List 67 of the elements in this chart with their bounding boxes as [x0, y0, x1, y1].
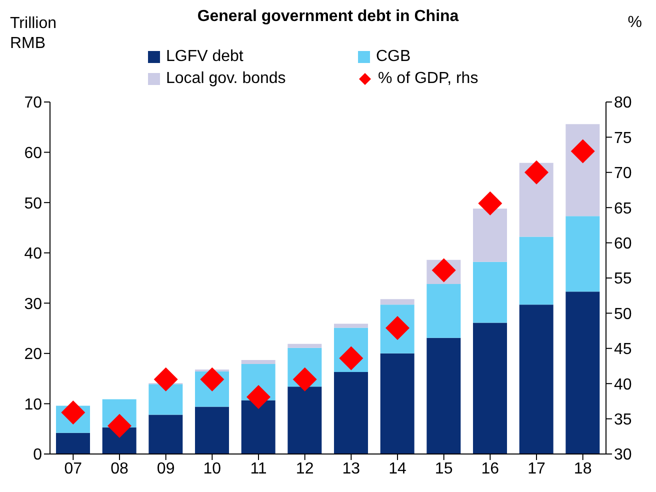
point: [570, 139, 595, 164]
y2-tick-label: 80: [614, 94, 632, 112]
bar: [148, 414, 183, 454]
y-tick-label: 40: [24, 246, 42, 263]
x-tick-label: 15: [434, 460, 453, 478]
y-tick-label: 30: [24, 296, 42, 313]
legend-label: CGB: [376, 48, 411, 66]
bar: [519, 304, 554, 454]
y-tick-label: 60: [24, 144, 42, 162]
legend-label: Local gov. bonds: [166, 70, 286, 88]
y2-tick-label: 70: [614, 165, 632, 182]
point: [432, 258, 456, 282]
y-tick-label: 20: [24, 346, 42, 364]
x-tick-label: 14: [388, 460, 406, 478]
y-tick-label: 50: [24, 195, 42, 212]
bar: [241, 400, 276, 454]
bar: [426, 338, 461, 454]
y-tick-label: 0: [33, 446, 42, 464]
bar: [56, 432, 90, 454]
y2-tick-label: 30: [614, 446, 632, 464]
y2-tick-label: 60: [614, 235, 632, 252]
y2-tick-label: 45: [614, 341, 632, 358]
bar: [566, 292, 600, 454]
y-tick-label: 10: [24, 396, 42, 414]
bar: [380, 299, 414, 305]
y2-tick-label: 65: [614, 200, 632, 218]
x-tick-label: 08: [110, 460, 128, 478]
y2-tick-label: 75: [614, 130, 632, 147]
bar: [473, 262, 507, 323]
y-axis-title: Trillion RMB: [10, 14, 58, 54]
y2-tick-label: 55: [614, 270, 632, 288]
legend-label: % of GDP, rhs: [378, 70, 478, 88]
point: [246, 384, 270, 409]
bar: [380, 353, 414, 454]
bar: [473, 208, 507, 262]
bar: [519, 236, 554, 305]
bar: [241, 360, 276, 364]
x-tick-label: 09: [156, 460, 175, 478]
bar: [334, 324, 368, 328]
y2-tick-label: 50: [614, 306, 632, 323]
y2-tick-label: 40: [614, 376, 632, 394]
point: [524, 160, 548, 184]
bar: [195, 406, 229, 454]
bar: [473, 322, 507, 454]
y2-axis-title: %: [628, 14, 642, 32]
bar: [148, 384, 183, 415]
point: [478, 191, 502, 216]
x-tick-label: 17: [528, 460, 546, 478]
x-tick-label: 07: [64, 460, 82, 478]
y2-tick-label: 35: [614, 411, 632, 428]
bar: [334, 372, 368, 454]
bar: [288, 386, 322, 454]
x-tick-label: 11: [250, 460, 267, 478]
x-tick-label: 16: [481, 460, 500, 478]
bar: [566, 124, 600, 216]
bar: [566, 216, 600, 292]
x-tick-label: 18: [574, 460, 592, 478]
bar: [426, 284, 461, 338]
point: [108, 414, 132, 438]
x-tick-label: 12: [296, 460, 314, 478]
bar: [288, 344, 322, 348]
point: [154, 367, 178, 392]
legend-label: LGFV debt: [166, 48, 244, 66]
chart-title: General government debt in China: [197, 8, 459, 25]
x-tick-label: 13: [342, 460, 360, 478]
y-tick-label: 70: [24, 94, 42, 112]
x-tick-label: 10: [203, 460, 222, 478]
